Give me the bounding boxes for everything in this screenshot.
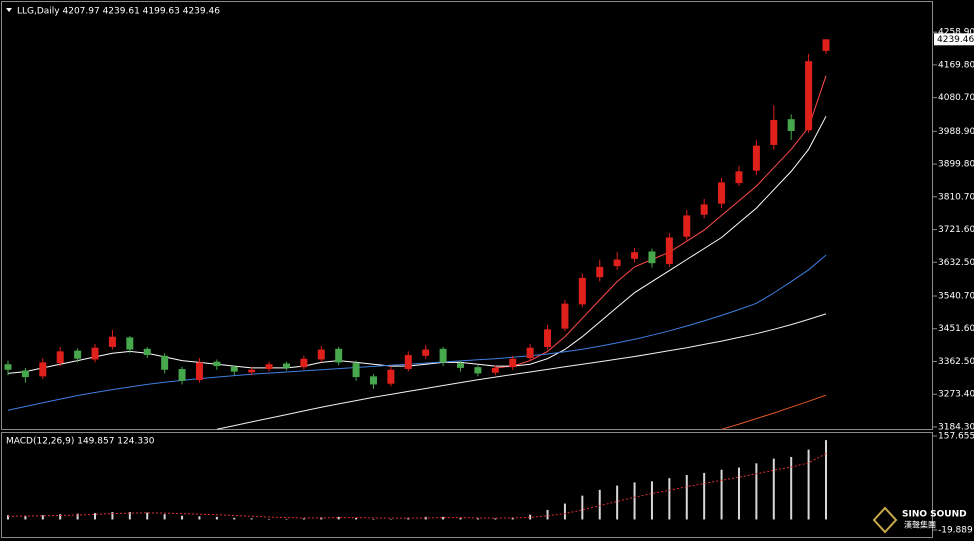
y-tick-label: 3899.80 — [938, 160, 974, 170]
candle-body — [352, 363, 360, 378]
logo: SINO SOUND 漢聲集團 — [872, 506, 967, 534]
moving-average-line — [7, 254, 827, 411]
macd-header: MACD(12,26,9) 149.857 124.330 — [6, 437, 155, 447]
y-tick-label: 3451.60 — [938, 324, 974, 334]
candle-body — [578, 277, 586, 305]
candle-body — [822, 39, 830, 51]
y-tick-label: 3540.70 — [938, 292, 974, 302]
y-tick-label: 157.655 — [938, 432, 974, 442]
y-tick-label: 3810.70 — [938, 192, 974, 202]
y-tick-label: 3362.50 — [938, 357, 974, 367]
candle-body — [4, 364, 12, 370]
candle-body — [248, 369, 256, 373]
macd-panel-frame — [1, 432, 933, 538]
y-tick-label: 4169.80 — [938, 60, 974, 70]
candle-body — [596, 266, 604, 278]
candle-body — [422, 349, 430, 356]
candle-body — [509, 358, 517, 368]
candle-body — [108, 336, 116, 347]
candle-body — [805, 61, 813, 131]
y-tick-label: 3273.40 — [938, 390, 974, 400]
candle-body — [21, 370, 29, 378]
main-panel-frame — [1, 1, 933, 430]
macd-histogram — [7, 440, 827, 520]
logo-name: SINO SOUND — [902, 510, 967, 520]
moving-average-line — [495, 75, 827, 369]
candle-body — [265, 364, 273, 370]
candle-body — [613, 259, 621, 267]
moving-average-line — [721, 394, 827, 430]
chart-header: LLG,Daily 4207.97 4239.61 4199.63 4239.4… — [17, 7, 220, 17]
y-tick-label: 3721.60 — [938, 225, 974, 235]
candle-body — [631, 252, 639, 259]
last-price-label: 4239.46 — [937, 35, 974, 45]
candle-body — [752, 145, 760, 171]
candle-body — [648, 251, 656, 264]
candle-body — [561, 303, 569, 329]
candle-body — [91, 347, 99, 360]
y-tick-label: -19.889 — [938, 526, 973, 536]
candle-body — [56, 351, 64, 364]
candle-body — [369, 376, 377, 385]
y-tick-label: 4258.90 — [938, 28, 974, 38]
candle-body — [491, 367, 499, 373]
candle-body — [544, 329, 552, 347]
candle-body — [178, 369, 186, 381]
candle-body — [700, 204, 708, 215]
y-tick-label: 3184.30 — [938, 422, 974, 432]
candle-body — [735, 171, 743, 184]
last-price-tag — [934, 33, 974, 46]
candle-body — [404, 355, 412, 370]
candle-body — [526, 347, 534, 358]
candle-body — [665, 237, 673, 264]
candle-body — [770, 119, 778, 145]
candle-body — [230, 366, 238, 372]
candle-body — [39, 362, 47, 377]
candle-body — [317, 349, 325, 360]
y-tick-label: 3632.50 — [938, 258, 974, 268]
logo-icon — [872, 506, 898, 534]
candle-body — [126, 337, 134, 350]
candle-body — [161, 355, 169, 370]
collapse-arrow — [6, 8, 12, 12]
candle-body — [195, 362, 203, 381]
candle-body — [718, 182, 726, 204]
candle-body — [143, 348, 151, 356]
candle-body — [683, 215, 691, 237]
candle-body — [213, 361, 221, 367]
candle-body — [457, 363, 465, 368]
candle-body — [787, 119, 795, 131]
candle-body — [474, 367, 482, 374]
candle-body — [282, 363, 290, 368]
candle-body — [335, 348, 343, 363]
logo-sub: 漢聲集團 — [904, 520, 936, 530]
y-tick-label: 3988.90 — [938, 127, 974, 137]
candles — [4, 39, 830, 389]
y-tick-label: 4080.70 — [938, 93, 974, 103]
candle-body — [387, 369, 395, 384]
moving-average-line — [216, 313, 827, 430]
macd-signal-line — [7, 453, 827, 519]
candle-body — [74, 350, 82, 359]
candle-body — [300, 358, 308, 368]
candle-body — [439, 348, 447, 363]
